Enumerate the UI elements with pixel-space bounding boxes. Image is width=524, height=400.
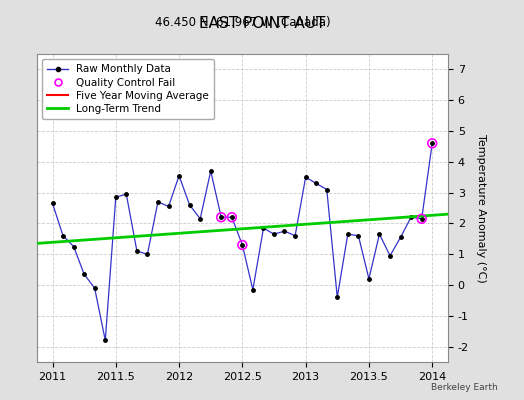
Raw Monthly Data — [419, 216, 425, 221]
Raw Monthly Data — [281, 229, 288, 234]
Raw Monthly Data — [366, 276, 372, 281]
Raw Monthly Data — [408, 215, 414, 220]
Raw Monthly Data — [134, 249, 140, 254]
Raw Monthly Data — [60, 233, 66, 238]
Raw Monthly Data — [334, 295, 341, 300]
Raw Monthly Data — [197, 216, 203, 221]
Raw Monthly Data — [397, 235, 403, 240]
Raw Monthly Data — [376, 232, 383, 236]
Raw Monthly Data — [176, 173, 182, 178]
Raw Monthly Data — [113, 195, 119, 200]
Raw Monthly Data — [92, 286, 98, 290]
Raw Monthly Data — [292, 233, 298, 238]
Raw Monthly Data — [123, 192, 129, 196]
Raw Monthly Data — [355, 233, 362, 238]
Raw Monthly Data — [239, 242, 245, 247]
Raw Monthly Data — [228, 215, 235, 220]
Raw Monthly Data — [208, 169, 214, 174]
Text: Berkeley Earth: Berkeley Earth — [431, 383, 498, 392]
Raw Monthly Data — [218, 215, 224, 220]
Raw Monthly Data — [81, 272, 88, 277]
Raw Monthly Data — [313, 181, 319, 186]
Raw Monthly Data — [49, 201, 56, 206]
Raw Monthly Data — [166, 204, 172, 209]
Legend: Raw Monthly Data, Quality Control Fail, Five Year Moving Average, Long-Term Tren: Raw Monthly Data, Quality Control Fail, … — [42, 59, 214, 119]
Raw Monthly Data — [71, 244, 77, 249]
Raw Monthly Data — [324, 187, 330, 192]
Raw Monthly Data — [345, 232, 351, 236]
Quality Control Fail — [238, 242, 246, 248]
Raw Monthly Data — [144, 252, 150, 257]
Title: 46.450 N, 61.967 W (Canada): 46.450 N, 61.967 W (Canada) — [155, 16, 330, 29]
Raw Monthly Data — [155, 200, 161, 204]
Raw Monthly Data — [429, 141, 435, 146]
Raw Monthly Data — [102, 338, 108, 343]
Y-axis label: Temperature Anomaly (°C): Temperature Anomaly (°C) — [476, 134, 486, 282]
Raw Monthly Data — [302, 175, 309, 180]
Raw Monthly Data — [260, 226, 267, 230]
Raw Monthly Data — [271, 232, 277, 236]
Raw Monthly Data — [250, 287, 256, 292]
Quality Control Fail — [428, 140, 436, 146]
Raw Monthly Data — [387, 253, 393, 258]
Quality Control Fail — [217, 214, 225, 220]
Line: Raw Monthly Data: Raw Monthly Data — [51, 142, 434, 342]
Quality Control Fail — [418, 216, 426, 222]
Text: EAST POINT AUT: EAST POINT AUT — [199, 16, 325, 31]
Quality Control Fail — [227, 214, 236, 220]
Raw Monthly Data — [187, 202, 193, 207]
